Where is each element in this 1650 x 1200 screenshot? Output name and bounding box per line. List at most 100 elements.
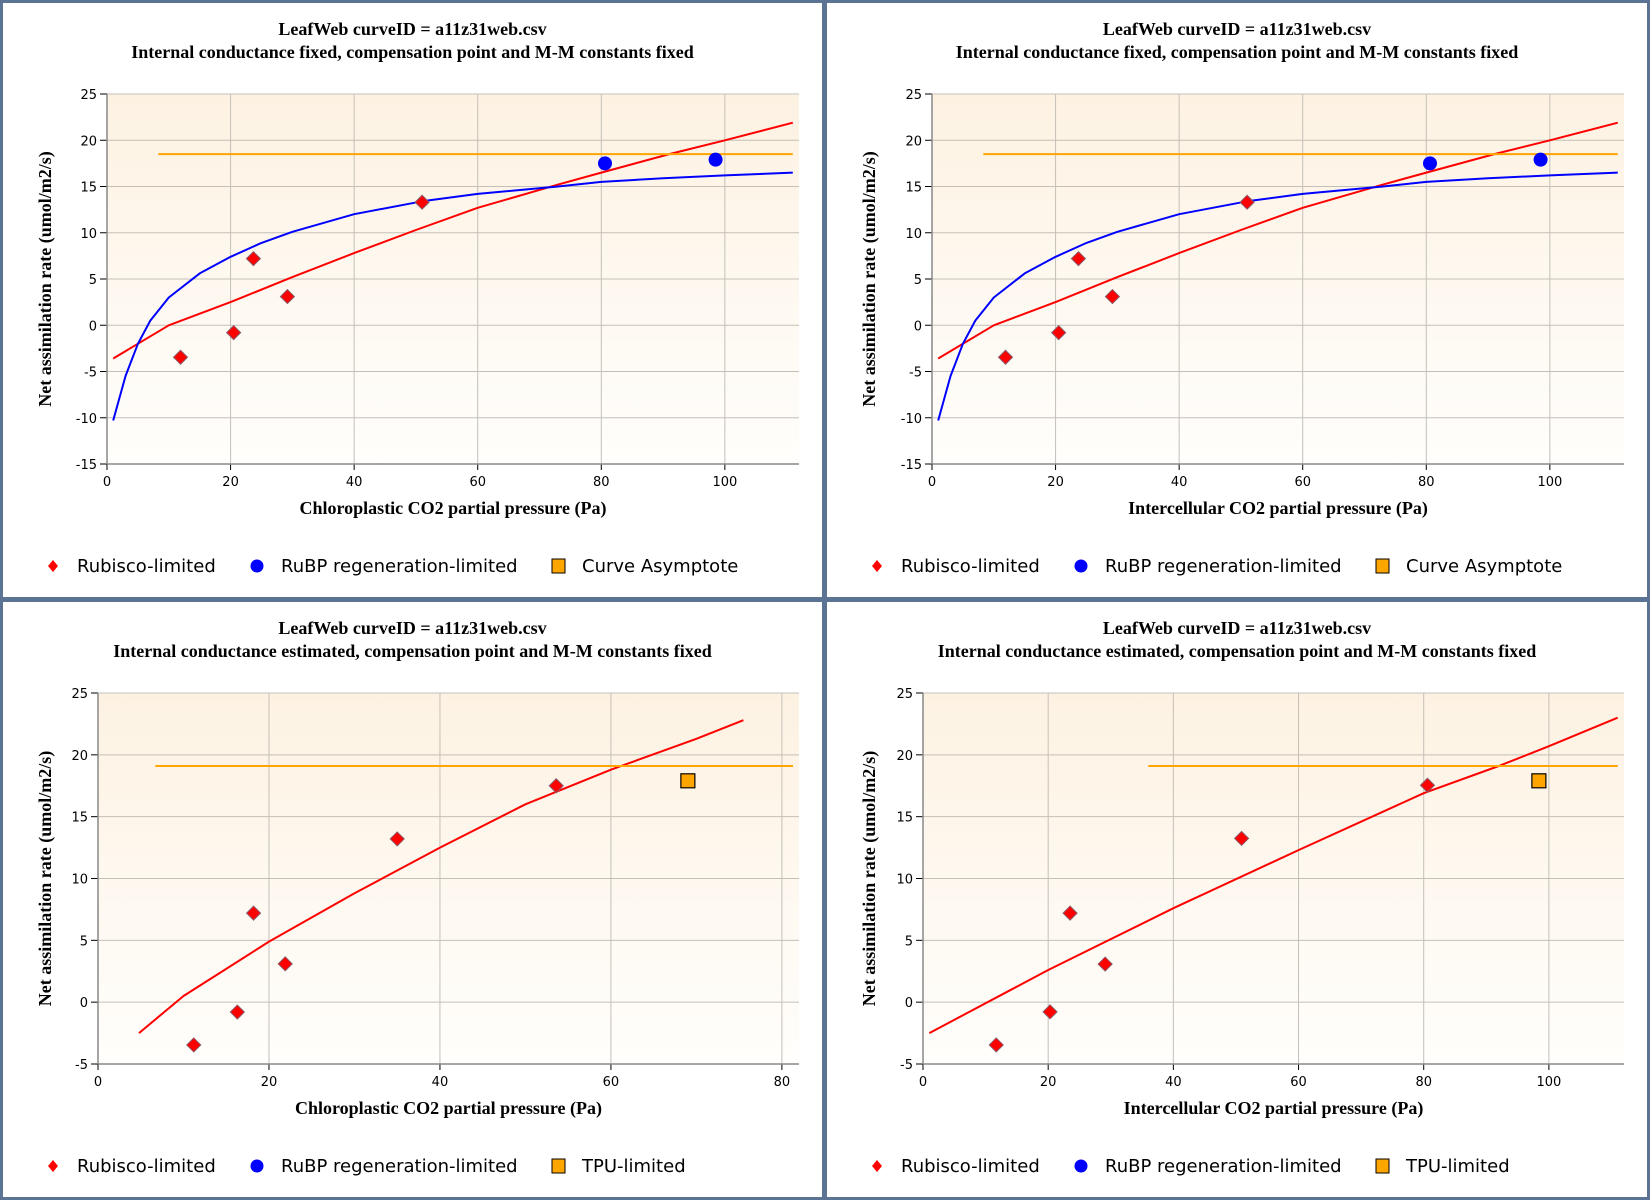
rubisco-limited-point [186, 1037, 202, 1053]
y-tick-label: 25 [80, 88, 97, 103]
x-tick-label: 0 [94, 1075, 102, 1090]
y-tick-label: 5 [80, 934, 88, 949]
legend-square-icon [1375, 558, 1390, 574]
rubisco-limited-point [1042, 1004, 1058, 1020]
y-tick-label: -15 [76, 458, 97, 473]
x-tick-label: 20 [261, 1075, 278, 1090]
chart-panel-top-right: LeafWeb curveID = a11z31web.csv Internal … [827, 3, 1647, 597]
y-tick-label: 10 [905, 227, 922, 242]
x-tick-label: 100 [712, 475, 737, 490]
y-tick-label: 10 [80, 227, 97, 242]
rubisco-limited-point [1233, 830, 1250, 847]
rubisco-limited-point [225, 324, 242, 341]
rubisco-fit-line [112, 121, 794, 360]
x-tick-label: 60 [603, 1075, 620, 1090]
chart-panel-bottom-left: LeafWeb curveID = a11z31web.csv Internal … [3, 602, 822, 1197]
legend-square-icon [551, 558, 566, 574]
y-tick-label: -10 [901, 412, 922, 427]
legend-item: Rubisco-limited [872, 1156, 1040, 1177]
chart-bottom-right: LeafWeb curveID = a11z31web.csv Internal … [859, 618, 1624, 1177]
legend-item: TPU-limited [551, 1156, 686, 1177]
x-tick-label: 80 [1415, 1075, 1432, 1090]
y-tick-label: -10 [76, 412, 97, 427]
y-tick-label: 10 [896, 873, 913, 888]
rubisco-limited-point [1097, 956, 1113, 972]
rubisco-fit-line [928, 716, 1619, 1034]
chart-title: LeafWeb curveID = a11z31web.csv [1103, 19, 1371, 39]
y-tick-label: 5 [89, 273, 97, 288]
rubisco-limited-point [1104, 288, 1121, 305]
legend-label: Rubisco-limited [901, 556, 1040, 577]
x-tick-label: 0 [928, 475, 936, 490]
rubisco-limited-point [389, 831, 405, 847]
legend-item: Curve Asymptote [1375, 556, 1562, 577]
legend-label: TPU-limited [1405, 1156, 1510, 1177]
rubisco-limited-point [1070, 250, 1087, 267]
chart-title: LeafWeb curveID = a11z31web.csv [1103, 618, 1371, 638]
y-tick-label: 15 [896, 811, 913, 826]
x-tick-label: 80 [593, 475, 610, 490]
x-axis-label: Chloroplastic CO2 partial pressure (Pa) [300, 498, 607, 519]
y-tick-label: 15 [71, 811, 88, 826]
rubisco-limited-point [997, 349, 1014, 365]
tpu-limited-point [680, 773, 696, 789]
x-tick-label: 80 [1418, 475, 1435, 490]
rubisco-limited-point [279, 288, 296, 305]
y-tick-label: 25 [896, 687, 913, 702]
y-tick-label: 15 [905, 181, 922, 196]
x-tick-label: 20 [222, 475, 239, 490]
legend-label: RuBP regeneration-limited [1105, 1156, 1342, 1177]
x-tick-label: 60 [1290, 1075, 1307, 1090]
y-tick-label: -5 [909, 366, 922, 381]
y-tick-label: -5 [75, 1058, 88, 1073]
x-tick-label: 80 [774, 1075, 791, 1090]
y-tick-label: -5 [84, 366, 97, 381]
y-tick-label: -15 [901, 458, 922, 473]
y-tick-label: 5 [914, 273, 922, 288]
legend-circle-icon [250, 559, 264, 573]
legend-item: RuBP regeneration-limited [1074, 556, 1342, 577]
y-axis-label: Net assimilation rate (umol/m2/s) [35, 151, 56, 406]
legend-diamond-icon [48, 560, 58, 572]
rubisco-limited-point [245, 250, 262, 267]
x-tick-label: 40 [432, 1075, 449, 1090]
y-tick-label: 0 [80, 996, 88, 1011]
x-axis-label: Chloroplastic CO2 partial pressure (Pa) [295, 1098, 602, 1119]
y-tick-label: 25 [905, 88, 922, 103]
chart-panel-bottom-right: LeafWeb curveID = a11z31web.csv Internal … [827, 602, 1647, 1197]
y-tick-label: 20 [905, 134, 922, 149]
tpu-limited-point [1531, 773, 1547, 789]
y-tick-label: 25 [71, 687, 88, 702]
rubisco-limited-point [1050, 324, 1067, 341]
rubp-limited-point [1533, 152, 1548, 167]
legend-square-icon [551, 1158, 566, 1174]
chart-top-right: LeafWeb curveID = a11z31web.csv Internal … [859, 19, 1624, 577]
x-tick-label: 40 [1165, 1075, 1182, 1090]
rubp-limited-point [597, 156, 612, 171]
chart-title: LeafWeb curveID = a11z31web.csv [278, 19, 546, 39]
x-tick-label: 20 [1047, 475, 1064, 490]
legend-label: Rubisco-limited [901, 1156, 1040, 1177]
legend-label: RuBP regeneration-limited [281, 1156, 518, 1177]
legend-item: Rubisco-limited [872, 556, 1040, 577]
y-tick-label: 20 [71, 749, 88, 764]
legend-label: Rubisco-limited [77, 1156, 216, 1177]
legend-circle-icon [250, 1159, 264, 1173]
x-tick-label: 0 [103, 475, 111, 490]
legend-item: Curve Asymptote [551, 556, 738, 577]
rubisco-fit-line [937, 121, 1619, 360]
chart-subtitle: Internal conductance fixed, compensation… [956, 42, 1519, 62]
chart-subtitle: Internal conductance estimated, compensa… [113, 641, 712, 661]
y-tick-label: 15 [80, 181, 97, 196]
legend-square-icon [1375, 1158, 1390, 1174]
rubisco-limited-point [245, 905, 262, 921]
x-tick-label: 0 [919, 1075, 927, 1090]
chart-panel-top-left: LeafWeb curveID = a11z31web.csv Internal … [3, 3, 822, 597]
chart-title: LeafWeb curveID = a11z31web.csv [278, 618, 546, 638]
y-tick-label: 0 [905, 996, 913, 1011]
legend-circle-icon [1074, 559, 1088, 573]
legend-label: TPU-limited [581, 1156, 686, 1177]
legend-item: Rubisco-limited [48, 1156, 216, 1177]
chart-subtitle: Internal conductance fixed, compensation… [131, 42, 694, 62]
y-axis-label: Net assimilation rate (umol/m2/s) [859, 751, 880, 1006]
